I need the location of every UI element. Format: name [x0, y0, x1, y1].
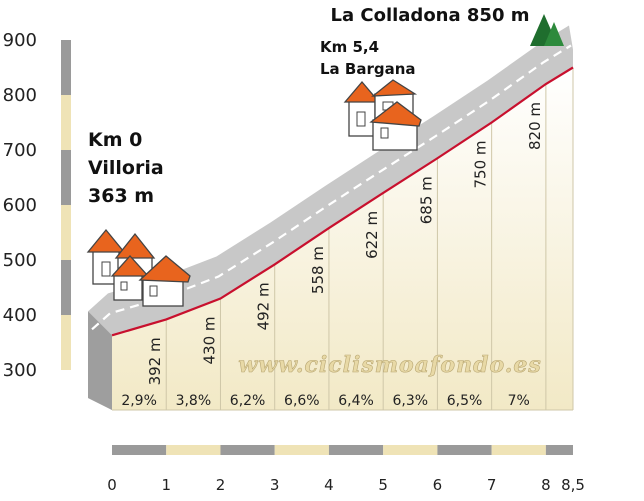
elevation-label: 392 m: [146, 337, 164, 385]
mid-km-label: Km 5,4: [320, 38, 379, 56]
summit-label: La Colladona 850 m: [330, 5, 529, 26]
profile-line: [111, 66, 574, 337]
mid-place-label: La Bargana: [320, 60, 416, 78]
y-axis-segment: [61, 40, 71, 68]
road-shadow: [88, 311, 112, 410]
y-tick-label: 900: [3, 30, 37, 51]
plot-area: 392 m 430 m 492 m 558 m 622 m 685 m 750 m 820 m…: [88, 25, 574, 411]
start-place-label: Villoria: [88, 157, 164, 179]
gradient-label: 3,8%: [176, 393, 212, 409]
x-axis-segment: [220, 445, 275, 455]
summit-trees-icon: [530, 14, 564, 46]
y-axis-bar: [61, 40, 71, 370]
gradient-label: 6,2%: [230, 393, 266, 409]
gradient-label: 6,4%: [338, 393, 374, 409]
x-axis-segment: [383, 445, 438, 455]
x-tick-label: 0: [107, 476, 117, 494]
gradient-label: 6,3%: [393, 393, 429, 409]
y-tick-label: 800: [3, 85, 37, 106]
x-tick-label: 5: [378, 476, 388, 494]
gradient-label: 6,6%: [284, 393, 320, 409]
y-tick-label: 400: [3, 305, 37, 326]
x-tick-label: 1: [161, 476, 171, 494]
y-axis-segment: [61, 232, 71, 260]
elevation-label: 430 m: [200, 316, 218, 364]
x-tick-label: 8: [541, 476, 551, 494]
gradient-label: 2,9%: [121, 393, 157, 409]
elevation-label: 492 m: [255, 282, 273, 330]
y-axis-segment: [61, 122, 71, 150]
road-band: [88, 25, 573, 410]
start-elevation-label: 363 m: [88, 185, 154, 207]
x-axis-segment: [491, 445, 546, 455]
x-tick-label: 8,5: [561, 476, 585, 494]
y-axis-segment: [61, 95, 71, 123]
gradient-label: 7%: [508, 393, 530, 409]
start-km-label: Km 0: [88, 129, 142, 151]
x-axis-segment: [274, 445, 329, 455]
watermark: www.ciclismoafondo.es: [238, 352, 542, 378]
village-start-icon: [86, 228, 191, 307]
y-tick-label: 600: [3, 195, 37, 216]
gradient-label: 6,5%: [447, 393, 483, 409]
elevation-label: 750 m: [472, 140, 490, 188]
elevation-label: 622 m: [363, 211, 381, 259]
x-axis-segment: [166, 445, 221, 455]
x-axis-segment: [112, 445, 167, 455]
y-axis-segment: [61, 67, 71, 95]
village-mid-icon: [343, 79, 422, 151]
y-tick-label: 500: [3, 250, 37, 271]
x-axis-bar: [112, 445, 573, 455]
elevation-label: 558 m: [309, 246, 327, 294]
y-axis-ticks: 900 800 700 600 500 400 300: [3, 30, 37, 381]
y-axis-segment: [61, 205, 71, 233]
y-axis-segment: [61, 150, 71, 178]
x-tick-label: 7: [487, 476, 497, 494]
x-tick-label: 3: [270, 476, 280, 494]
y-axis-segment: [61, 342, 71, 370]
elevation-label: 685 m: [417, 176, 435, 224]
y-axis-segment: [61, 315, 71, 343]
x-axis-segment: [437, 445, 492, 455]
y-tick-label: 300: [3, 360, 37, 381]
y-axis-segment: [61, 177, 71, 205]
y-axis-segment: [61, 260, 71, 288]
y-axis-segment: [61, 287, 71, 315]
x-axis-ticks: 0 1 2 3 4 5 6 7 8 8,5: [107, 476, 585, 494]
x-tick-label: 4: [324, 476, 334, 494]
x-axis-segment: [328, 445, 384, 455]
profile-fill: [112, 67, 573, 410]
elevation-label: 820 m: [526, 102, 544, 150]
x-tick-label: 6: [433, 476, 443, 494]
x-axis-segment: [545, 445, 573, 455]
x-tick-label: 2: [216, 476, 226, 494]
y-tick-label: 700: [3, 140, 37, 161]
